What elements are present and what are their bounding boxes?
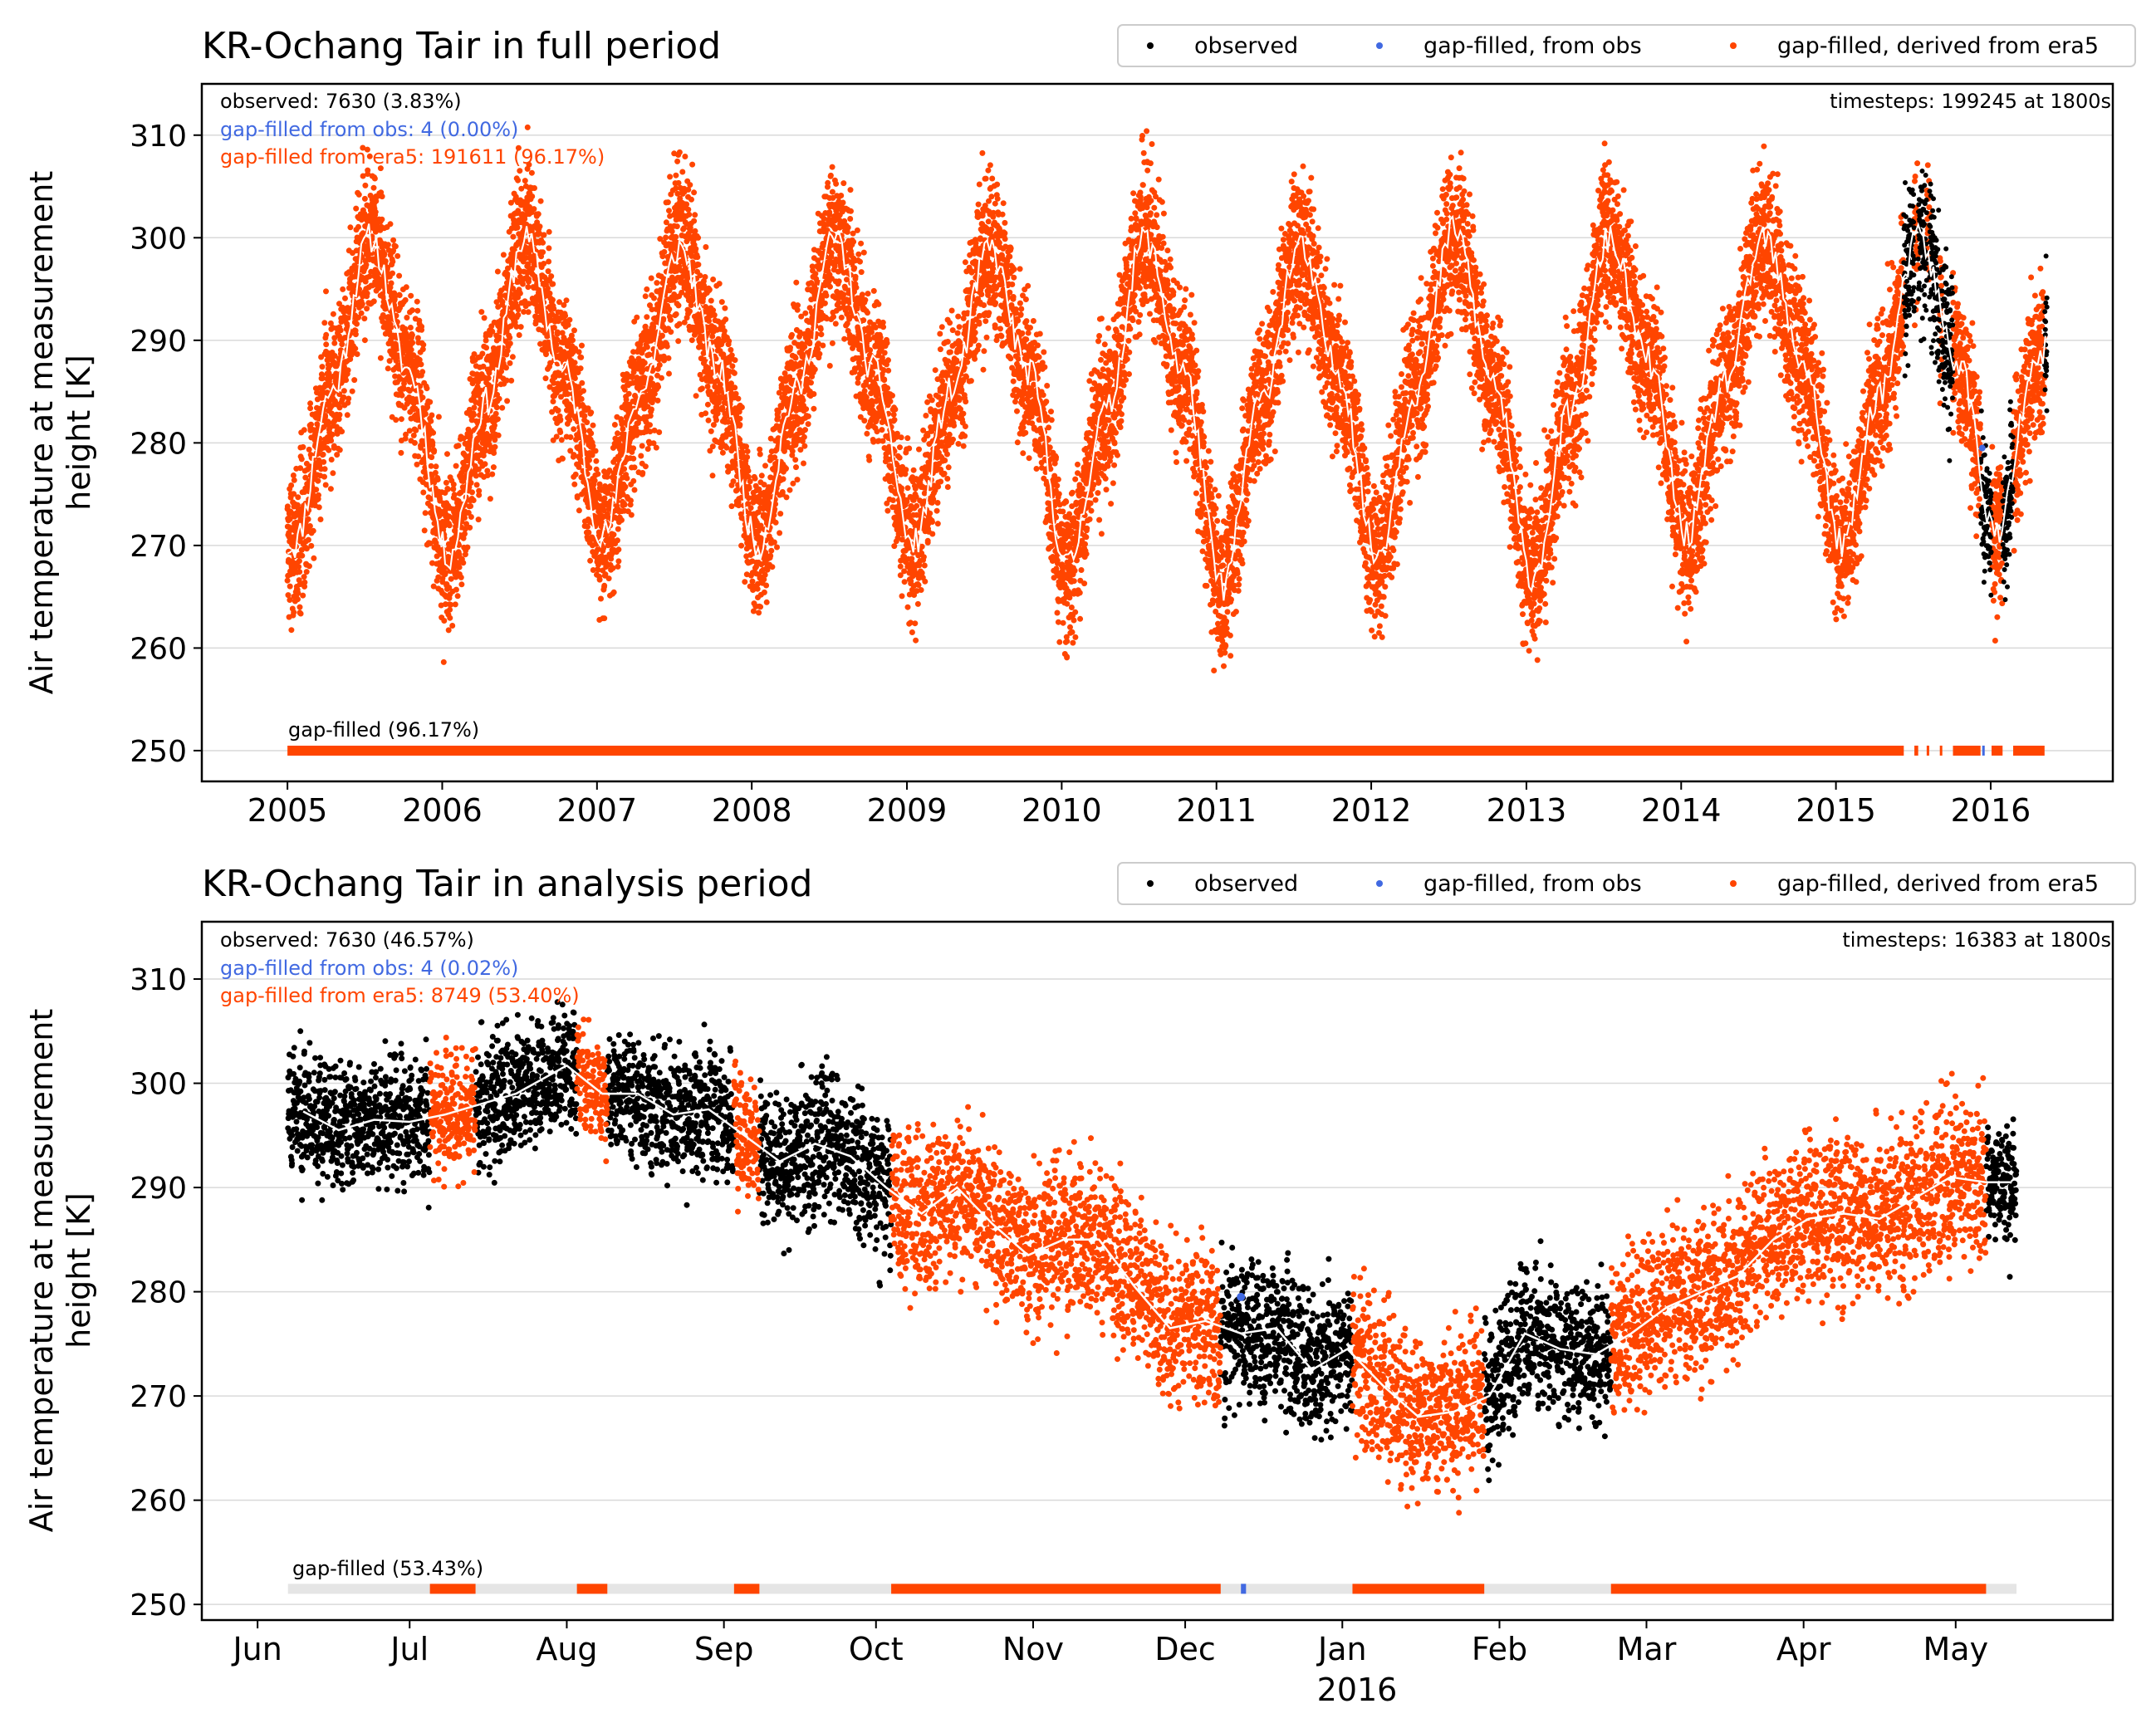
x-tick-label: Sep xyxy=(694,1631,754,1667)
legend-gapfill-obs: gap-filled, from obs xyxy=(1423,33,1642,59)
legend-marker-observed xyxy=(1147,42,1154,49)
full-period-panel: KR-Ochang Tair in full period observed g… xyxy=(130,24,2136,829)
y-tick-label: 290 xyxy=(130,325,187,359)
x-tick-label: 2008 xyxy=(712,792,792,829)
y-tick-label: 290 xyxy=(130,1172,187,1206)
annotation-gapfill-era5: gap-filled from era5: 191611 (96.17%) xyxy=(220,145,605,169)
y-tick-label: 310 xyxy=(130,963,187,997)
x-tick-label: 2010 xyxy=(1022,792,1102,829)
series-observed xyxy=(1901,169,2050,603)
point-gapfill-obs xyxy=(1978,444,1986,452)
x-tick-label: 2005 xyxy=(247,792,328,829)
y-tick-label: 250 xyxy=(130,735,187,769)
y-axis: 250 260 270 280 290 300 310 xyxy=(130,120,202,769)
annotation-observed: observed: 7630 (46.57%) xyxy=(220,928,474,952)
annotation-observed: observed: 7630 (3.83%) xyxy=(220,90,462,113)
legend-marker-gapfill-obs xyxy=(1376,42,1383,49)
legend: observed gap-filled, from obs gap-filled… xyxy=(1117,24,2136,67)
legend-gapfill-era5: gap-filled, derived from era5 xyxy=(1777,871,2099,897)
x-tick-label: 2016 xyxy=(1951,792,2031,829)
x-tick-label: Mar xyxy=(1617,1631,1677,1667)
y-tick-label: 280 xyxy=(130,427,187,461)
annotation-timesteps: timesteps: 199245 at 1800s xyxy=(1830,90,2111,113)
y-tick-label: 250 xyxy=(130,1589,187,1623)
smoothed-line xyxy=(302,1064,2011,1418)
chart-title: KR-Ochang Tair in full period xyxy=(202,25,721,67)
chart-title: KR-Ochang Tair in analysis period xyxy=(202,863,812,905)
year-label: 2016 xyxy=(1317,1672,1398,1708)
y-tick-label: 300 xyxy=(130,1068,187,1102)
gap-filled-label: gap-filled (53.43%) xyxy=(292,1557,483,1580)
y-tick-label: 260 xyxy=(130,632,187,666)
legend-gapfill-obs: gap-filled, from obs xyxy=(1423,871,1642,897)
y-tick-label: 260 xyxy=(130,1485,187,1519)
annotation-gapfill-obs: gap-filled from obs: 4 (0.00%) xyxy=(220,118,518,141)
x-tick-label: 2006 xyxy=(402,792,483,829)
annotations: observed: 7630 (3.83%) gap-filled from o… xyxy=(220,90,2111,742)
series-gapfill-era5 xyxy=(284,124,2048,673)
legend: observed gap-filled, from obs gap-filled… xyxy=(1117,862,2136,905)
legend-observed: observed xyxy=(1194,871,1298,897)
x-tick-label: Feb xyxy=(1472,1631,1527,1667)
x-tick-label: 2012 xyxy=(1331,792,1412,829)
plot-data xyxy=(284,124,2050,756)
y-axis-label-line2: height [K] xyxy=(61,355,97,511)
x-tick-label: 2011 xyxy=(1176,792,1257,829)
point-gapfill-obs xyxy=(1237,1292,1246,1301)
x-tick-label: Oct xyxy=(849,1631,904,1667)
legend-box xyxy=(1117,862,2136,905)
legend-marker-gapfill-obs xyxy=(1376,880,1383,887)
legend-gapfill-era5: gap-filled, derived from era5 xyxy=(1777,33,2099,59)
y-tick-label: 280 xyxy=(130,1276,187,1310)
annotation-timesteps: timesteps: 16383 at 1800s xyxy=(1842,928,2111,952)
annotations: observed: 7630 (46.57%) gap-filled from … xyxy=(220,928,2111,1580)
y-tick-label: 300 xyxy=(130,222,187,256)
y-tick-label: 270 xyxy=(130,530,187,564)
y-tick-label: 310 xyxy=(130,120,187,154)
x-tick-label: Apr xyxy=(1776,1631,1831,1667)
legend-marker-gapfill-era5 xyxy=(1730,42,1737,49)
legend-marker-gapfill-era5 xyxy=(1730,880,1737,887)
y-axis: 250 260 270 280 290 300 310 xyxy=(130,963,202,1623)
x-tick-label: 2014 xyxy=(1641,792,1722,829)
series-gapfill-era5 xyxy=(427,1016,1989,1516)
y-axis-label-line1: Air temperature at measurement xyxy=(23,171,60,695)
x-tick-label: Aug xyxy=(536,1631,597,1667)
smoothed-line xyxy=(287,214,2046,601)
legend-observed: observed xyxy=(1194,33,1298,59)
x-tick-label: Jun xyxy=(231,1631,282,1667)
x-tick-label: 2009 xyxy=(867,792,948,829)
plot-data xyxy=(285,999,2020,1594)
legend-marker-observed xyxy=(1147,880,1154,887)
y-axis-label-line1: Air temperature at measurement xyxy=(23,1009,60,1533)
x-axis: 2005 2006 2007 2008 2009 2010 2011 2012 2013 2014… xyxy=(247,781,2031,829)
x-tick-label: Nov xyxy=(1002,1631,1064,1667)
analysis-period-panel: KR-Ochang Tair in analysis period observ… xyxy=(130,862,2136,1708)
x-tick-label: Jan xyxy=(1316,1631,1367,1667)
gap-filled-label: gap-filled (96.17%) xyxy=(288,718,479,742)
annotation-gapfill-obs: gap-filled from obs: 4 (0.02%) xyxy=(220,957,518,980)
axes-frame xyxy=(200,920,2114,1622)
x-axis: Jun Jul Aug Sep Oct Nov Dec Jan Feb Mar Apr May xyxy=(231,1620,1988,1667)
series-observed xyxy=(285,999,2020,1484)
x-tick-label: Jul xyxy=(389,1631,429,1667)
legend-box xyxy=(1117,24,2136,67)
y-axis-label-line2: height [K] xyxy=(61,1192,97,1349)
y-tick-label: 270 xyxy=(130,1380,187,1414)
x-tick-label: 2007 xyxy=(556,792,637,829)
annotation-gapfill-era5: gap-filled from era5: 8749 (53.40%) xyxy=(220,984,580,1007)
x-tick-label: Dec xyxy=(1154,1631,1216,1667)
x-tick-label: 2015 xyxy=(1796,792,1876,829)
x-tick-label: 2013 xyxy=(1487,792,1567,829)
x-tick-label: May xyxy=(1923,1631,1989,1667)
axes-frame xyxy=(200,82,2114,783)
